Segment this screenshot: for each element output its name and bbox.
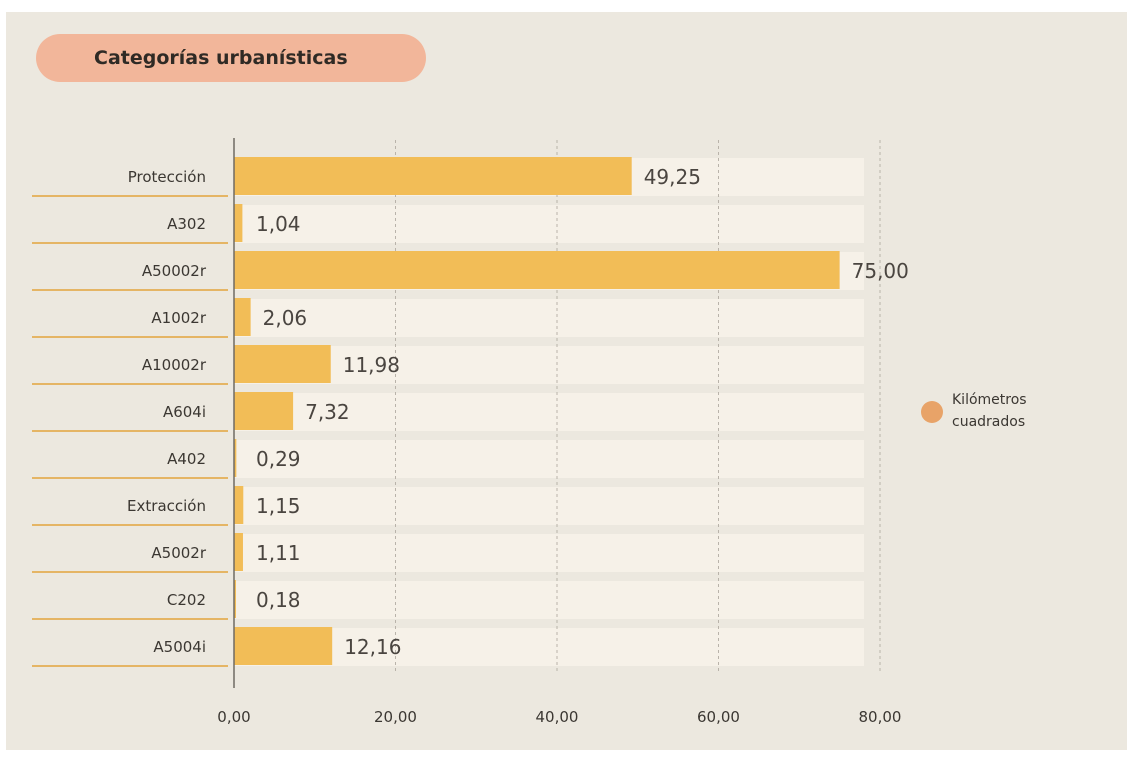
bar <box>234 204 243 242</box>
category-label: A10002r <box>142 356 207 374</box>
value-label: 2,06 <box>263 306 308 330</box>
category-label: A402 <box>167 450 206 468</box>
value-label: 11,98 <box>343 353 400 377</box>
gridlines <box>395 140 881 674</box>
legend-label-line-1: Kilómetros <box>952 392 1027 408</box>
category-label: A604i <box>163 403 206 421</box>
value-label: 12,16 <box>344 635 401 659</box>
value-label: 75,00 <box>852 259 909 283</box>
category-label: A302 <box>167 215 206 233</box>
x-tick-labels: 0,00 20,00 40,00 60,00 80,00 <box>217 708 901 726</box>
chart-title-pill: Categorías urbanísticas <box>36 34 426 82</box>
value-label: 0,29 <box>256 447 301 471</box>
legend: Kilómetros cuadrados <box>921 392 1027 430</box>
value-label: 7,32 <box>305 400 350 424</box>
x-tick-label: 40,00 <box>536 708 579 726</box>
bar <box>234 251 840 289</box>
value-label: 1,04 <box>256 212 301 236</box>
bar-track <box>234 393 864 431</box>
bar <box>234 392 294 430</box>
category-label: A5002r <box>151 544 206 562</box>
bar-track <box>234 440 864 478</box>
category-label: Extracción <box>127 497 206 515</box>
x-tick-label: 20,00 <box>374 708 417 726</box>
x-tick-label: 0,00 <box>217 708 250 726</box>
bars <box>234 157 840 665</box>
value-label: 1,15 <box>256 494 301 518</box>
category-label: Protección <box>128 168 206 186</box>
bar <box>234 486 244 524</box>
bar <box>234 345 331 383</box>
bar <box>234 533 243 571</box>
bar <box>234 298 251 336</box>
bar-track <box>234 581 864 619</box>
bar-track <box>234 346 864 384</box>
value-labels: 49,25 1,04 75,00 2,06 11,98 7,320,29 1,15 1,11 0… <box>256 165 909 659</box>
legend-marker <box>921 401 943 423</box>
x-tick-label: 80,00 <box>859 708 902 726</box>
bar-track <box>234 534 864 572</box>
bar <box>234 627 333 665</box>
bar <box>234 157 632 195</box>
bar-track <box>234 299 864 337</box>
value-label: 1,11 <box>256 541 301 565</box>
chart-title: Categorías urbanísticas <box>94 47 348 69</box>
category-label: A50002r <box>142 262 207 280</box>
bar-track <box>234 487 864 525</box>
category-label: A1002r <box>151 309 206 327</box>
bar <box>234 439 237 477</box>
bar <box>234 580 236 618</box>
legend-label-line-2: cuadrados <box>952 414 1025 430</box>
value-label: 0,18 <box>256 588 301 612</box>
bar-track <box>234 628 864 666</box>
category-label: A5004i <box>153 638 206 656</box>
label-underlines <box>32 195 228 667</box>
value-label: 49,25 <box>644 165 701 189</box>
x-tick-label: 60,00 <box>697 708 740 726</box>
category-label: C202 <box>167 591 206 609</box>
bar-track <box>234 205 864 243</box>
category-labels: Protección A302 A50002r A1002r A10002r A604i A… <box>127 168 207 656</box>
